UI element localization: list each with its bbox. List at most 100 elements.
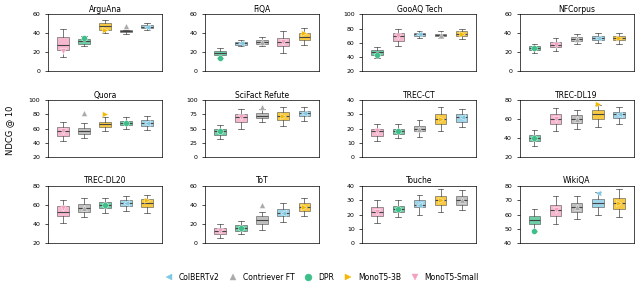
Point bbox=[215, 55, 225, 60]
PathPatch shape bbox=[278, 209, 289, 216]
PathPatch shape bbox=[392, 206, 404, 212]
Point bbox=[236, 115, 246, 120]
Point bbox=[529, 136, 540, 140]
PathPatch shape bbox=[413, 33, 425, 36]
Point bbox=[572, 205, 582, 210]
Point bbox=[236, 225, 246, 230]
Title: ToT: ToT bbox=[256, 177, 269, 186]
PathPatch shape bbox=[57, 127, 68, 136]
PathPatch shape bbox=[99, 122, 111, 127]
Point bbox=[257, 203, 268, 208]
PathPatch shape bbox=[550, 42, 561, 47]
PathPatch shape bbox=[392, 129, 404, 134]
Point bbox=[79, 111, 89, 115]
PathPatch shape bbox=[236, 225, 247, 231]
Point bbox=[215, 129, 225, 134]
Point bbox=[456, 198, 467, 203]
Point bbox=[278, 40, 289, 44]
PathPatch shape bbox=[571, 203, 582, 212]
Text: NDCG @ 10: NDCG @ 10 bbox=[5, 105, 14, 155]
PathPatch shape bbox=[120, 30, 132, 32]
PathPatch shape bbox=[214, 51, 226, 55]
Title: NFCorpus: NFCorpus bbox=[558, 5, 595, 14]
Title: SciFact Refute: SciFact Refute bbox=[235, 90, 289, 100]
PathPatch shape bbox=[78, 39, 90, 44]
Title: TREC-DL20: TREC-DL20 bbox=[84, 177, 126, 186]
PathPatch shape bbox=[371, 50, 383, 55]
Point bbox=[593, 102, 603, 106]
Point bbox=[414, 126, 424, 131]
PathPatch shape bbox=[456, 114, 467, 122]
Point bbox=[435, 198, 445, 203]
PathPatch shape bbox=[78, 204, 90, 212]
Legend: ColBERTv2, Contriever FT, DPR, MonoT5-3B, MonoT5-Small: ColBERTv2, Contriever FT, DPR, MonoT5-3B… bbox=[158, 270, 482, 285]
Point bbox=[300, 111, 310, 116]
PathPatch shape bbox=[529, 216, 540, 224]
Point bbox=[278, 113, 289, 118]
PathPatch shape bbox=[613, 112, 625, 118]
PathPatch shape bbox=[392, 33, 404, 40]
Point bbox=[372, 209, 382, 214]
Point bbox=[79, 205, 89, 210]
Point bbox=[58, 129, 68, 134]
PathPatch shape bbox=[613, 198, 625, 209]
PathPatch shape bbox=[571, 37, 582, 41]
Title: TREC-CT: TREC-CT bbox=[403, 90, 436, 100]
PathPatch shape bbox=[435, 196, 446, 205]
Point bbox=[529, 46, 540, 51]
Point bbox=[142, 198, 152, 203]
PathPatch shape bbox=[236, 114, 247, 122]
PathPatch shape bbox=[78, 128, 90, 134]
PathPatch shape bbox=[592, 199, 604, 208]
PathPatch shape bbox=[550, 205, 561, 216]
PathPatch shape bbox=[257, 216, 268, 224]
PathPatch shape bbox=[120, 200, 132, 206]
PathPatch shape bbox=[592, 36, 604, 40]
Point bbox=[100, 203, 110, 208]
PathPatch shape bbox=[371, 129, 383, 136]
PathPatch shape bbox=[141, 120, 153, 126]
PathPatch shape bbox=[529, 135, 540, 141]
Point bbox=[79, 36, 89, 40]
PathPatch shape bbox=[236, 42, 247, 45]
Point bbox=[614, 112, 624, 117]
Point bbox=[236, 40, 246, 45]
PathPatch shape bbox=[99, 202, 111, 208]
Title: FiQA: FiQA bbox=[253, 5, 271, 14]
Point bbox=[257, 40, 268, 44]
Point bbox=[121, 23, 131, 28]
Point bbox=[58, 49, 68, 53]
PathPatch shape bbox=[571, 115, 582, 123]
PathPatch shape bbox=[456, 196, 467, 205]
PathPatch shape bbox=[278, 112, 289, 120]
Point bbox=[614, 36, 624, 40]
PathPatch shape bbox=[214, 129, 226, 135]
PathPatch shape bbox=[299, 110, 310, 116]
Point bbox=[215, 229, 225, 234]
Point bbox=[414, 32, 424, 36]
PathPatch shape bbox=[214, 228, 226, 234]
PathPatch shape bbox=[257, 40, 268, 44]
Point bbox=[550, 117, 561, 121]
Point bbox=[572, 37, 582, 41]
PathPatch shape bbox=[371, 208, 383, 216]
PathPatch shape bbox=[57, 37, 68, 50]
Point bbox=[414, 202, 424, 207]
Point bbox=[550, 42, 561, 47]
Point bbox=[393, 207, 403, 211]
PathPatch shape bbox=[413, 126, 425, 131]
Point bbox=[456, 115, 467, 120]
Point bbox=[121, 121, 131, 125]
Title: ArguAna: ArguAna bbox=[88, 5, 122, 14]
Title: GooAQ Tech: GooAQ Tech bbox=[397, 5, 442, 14]
Point bbox=[278, 210, 289, 215]
Point bbox=[572, 117, 582, 121]
Point bbox=[142, 121, 152, 125]
PathPatch shape bbox=[257, 113, 268, 118]
Point bbox=[435, 33, 445, 37]
Title: TREC-DL19: TREC-DL19 bbox=[556, 90, 598, 100]
PathPatch shape bbox=[435, 34, 446, 36]
PathPatch shape bbox=[413, 200, 425, 208]
PathPatch shape bbox=[299, 33, 310, 40]
Point bbox=[456, 31, 467, 36]
